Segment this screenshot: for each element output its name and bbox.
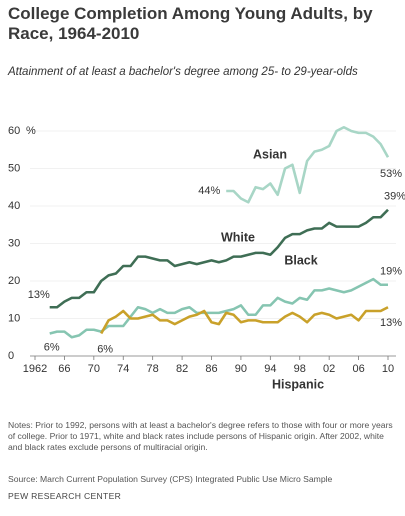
x-tick-label: 90	[235, 363, 247, 375]
source: Source: March Current Population Survey …	[8, 474, 333, 484]
line	[100, 306, 389, 335]
x-tick-label: 06	[352, 363, 364, 375]
y-unit: %	[26, 125, 36, 137]
value-label: 6%	[97, 343, 113, 355]
series-label: White	[221, 230, 255, 244]
footer: PEW RESEARCH CENTER	[8, 491, 122, 501]
value-label: 13%	[28, 289, 50, 301]
x-tick-label: 66	[58, 363, 70, 375]
y-tick-label: 30	[8, 237, 20, 249]
line	[49, 208, 389, 309]
series-label: Black	[284, 253, 317, 267]
chart: 0 10 20 30 40 50 60 % 1962 66 70 74 78 82 86 90 94 98 02 06…	[8, 125, 405, 391]
value-label: 19%	[380, 266, 402, 278]
series-label: Asian	[253, 147, 287, 161]
y-tick-label: 10	[8, 312, 20, 324]
x-tick-label: 78	[147, 363, 159, 375]
y-tick-label: 0	[8, 350, 14, 362]
x-tick-label: 70	[88, 363, 100, 375]
x-tick-label: 74	[117, 363, 129, 375]
value-label: 44%	[198, 185, 220, 197]
x-tick-label: 1962	[23, 363, 47, 375]
y-tick-label: 60	[8, 125, 20, 137]
x-tick-label: 02	[323, 363, 335, 375]
x-tick-label: 86	[205, 363, 217, 375]
chart-title: College Completion Among Young Adults, b…	[8, 4, 373, 43]
x-tick-label: 98	[294, 363, 306, 375]
chart-subtitle: Attainment of at least a bachelor's degr…	[8, 66, 358, 78]
x-tick-label: 10	[382, 363, 394, 375]
notes: Notes: Prior to 1992, persons with at le…	[8, 420, 393, 452]
value-label: 6%	[44, 341, 60, 353]
y-tick-label: 40	[8, 200, 20, 212]
series-label: Hispanic	[272, 377, 324, 391]
value-label: 13%	[380, 317, 402, 329]
y-tick-label: 50	[8, 162, 20, 174]
line	[49, 277, 388, 339]
x-tick-label: 82	[176, 363, 188, 375]
value-label: 39%	[384, 191, 405, 203]
x-tick-label: 94	[264, 363, 276, 375]
value-label: 53%	[380, 168, 402, 180]
line	[226, 125, 390, 204]
y-tick-label: 20	[8, 275, 20, 287]
